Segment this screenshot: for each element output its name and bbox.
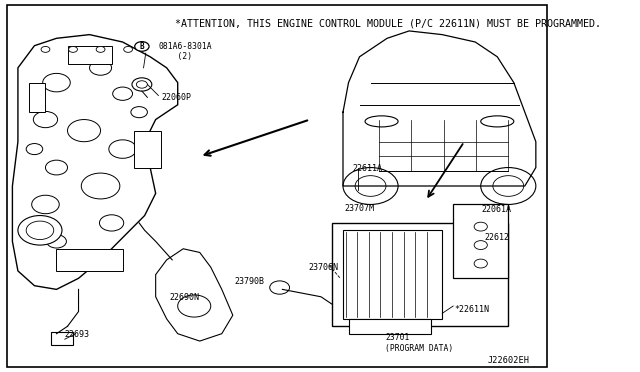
- Circle shape: [96, 46, 105, 52]
- Text: 22060P: 22060P: [161, 93, 191, 102]
- Text: 22061A: 22061A: [482, 205, 512, 215]
- Circle shape: [132, 78, 152, 91]
- Text: 081A6-8301A
    (2): 081A6-8301A (2): [159, 42, 212, 61]
- Circle shape: [481, 167, 536, 205]
- Circle shape: [32, 195, 60, 214]
- Circle shape: [135, 42, 149, 51]
- Circle shape: [18, 215, 62, 245]
- Circle shape: [131, 107, 147, 118]
- Text: *22611N: *22611N: [454, 305, 490, 314]
- Circle shape: [68, 46, 77, 52]
- Text: 23701
(PROGRAM DATA): 23701 (PROGRAM DATA): [385, 333, 454, 353]
- Ellipse shape: [365, 116, 398, 127]
- Bar: [453, 205, 508, 278]
- Circle shape: [45, 160, 67, 175]
- Circle shape: [26, 144, 43, 155]
- Circle shape: [136, 81, 147, 88]
- Ellipse shape: [481, 116, 514, 127]
- Bar: [332, 223, 508, 326]
- Bar: [134, 131, 161, 167]
- Text: B: B: [140, 42, 144, 51]
- Circle shape: [43, 73, 70, 92]
- Circle shape: [474, 222, 487, 231]
- Circle shape: [269, 281, 289, 294]
- Circle shape: [343, 167, 398, 205]
- Circle shape: [493, 176, 524, 196]
- Circle shape: [90, 61, 111, 75]
- Polygon shape: [12, 35, 178, 289]
- Circle shape: [67, 119, 100, 142]
- Text: 22612: 22612: [484, 233, 509, 242]
- Circle shape: [41, 46, 50, 52]
- Bar: [349, 319, 431, 334]
- Circle shape: [99, 215, 124, 231]
- Text: 23790B: 23790B: [234, 277, 264, 286]
- Circle shape: [474, 241, 487, 250]
- Circle shape: [474, 259, 487, 268]
- Bar: [343, 230, 442, 319]
- Text: 22611A: 22611A: [353, 164, 383, 173]
- Text: 23707M: 23707M: [344, 203, 374, 213]
- Circle shape: [81, 173, 120, 199]
- Bar: [56, 249, 123, 271]
- Bar: [51, 332, 73, 345]
- Circle shape: [109, 140, 136, 158]
- Text: *ATTENTION, THIS ENGINE CONTROL MODULE (P/C 22611N) MUST BE PROGRAMMED.: *ATTENTION, THIS ENGINE CONTROL MODULE (…: [175, 18, 601, 28]
- Circle shape: [33, 112, 58, 128]
- Polygon shape: [156, 249, 233, 341]
- Circle shape: [124, 46, 132, 52]
- Text: 22693: 22693: [65, 330, 90, 339]
- Text: J22602EH: J22602EH: [487, 356, 529, 365]
- Circle shape: [178, 295, 211, 317]
- Text: 22690N: 22690N: [170, 293, 200, 302]
- Circle shape: [113, 87, 132, 100]
- Circle shape: [355, 176, 386, 196]
- Bar: [67, 46, 111, 64]
- Circle shape: [26, 221, 54, 240]
- Bar: [29, 83, 45, 112]
- Circle shape: [47, 235, 67, 248]
- Text: 23706N: 23706N: [308, 263, 339, 272]
